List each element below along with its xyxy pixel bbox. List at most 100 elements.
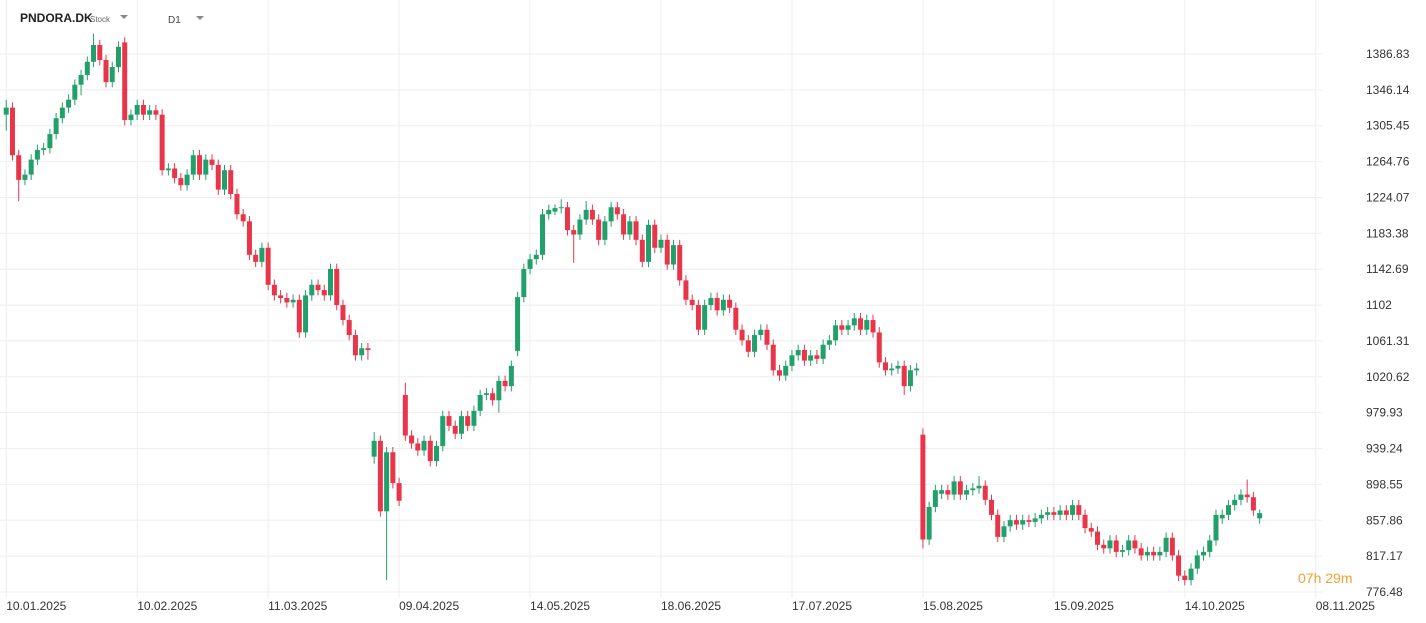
timeframe-dropdown[interactable] <box>196 16 204 20</box>
candle-body <box>502 380 508 387</box>
candle-body <box>352 335 358 356</box>
candle-body <box>41 148 47 150</box>
candle-body <box>702 305 708 330</box>
candle-body <box>477 394 483 411</box>
candle-body <box>602 221 608 240</box>
candle-body <box>652 224 658 248</box>
candle-body <box>839 325 845 330</box>
symbol[interactable]: PNDORA.DK <box>20 11 93 25</box>
candle-body <box>228 170 234 195</box>
candle-body <box>695 305 701 330</box>
candle-body <box>527 259 533 269</box>
candle-body <box>284 298 290 303</box>
candle-body <box>870 320 876 333</box>
x-tick-label: 08.11.2025 <box>1316 599 1375 613</box>
candle-body <box>571 230 577 235</box>
y-tick-label: 979.93 <box>1366 406 1403 420</box>
y-tick-label: 1305.45 <box>1366 119 1410 133</box>
candle-body <box>808 355 814 361</box>
candle-body <box>359 348 365 356</box>
candle-body <box>203 159 209 175</box>
candle-body <box>165 168 171 171</box>
candle-body <box>97 45 103 61</box>
candle-body <box>1219 514 1225 519</box>
y-tick-label: 939.24 <box>1366 442 1403 456</box>
candle-body <box>621 214 627 235</box>
candle-body <box>259 247 265 262</box>
y-tick-label: 817.17 <box>1366 549 1403 563</box>
candle-body <box>989 499 994 515</box>
candle-body <box>1144 551 1150 556</box>
x-tick-label: 14.10.2025 <box>1185 599 1245 613</box>
candle-body <box>783 365 789 376</box>
x-tick-label: 15.09.2025 <box>1054 599 1114 613</box>
candle-body <box>540 214 546 255</box>
candle-body <box>290 299 296 303</box>
candle-body <box>321 290 327 296</box>
candle-body <box>982 485 988 500</box>
candle-body <box>296 299 302 333</box>
candle-body <box>596 219 602 240</box>
candle-body <box>758 329 764 336</box>
candle-body <box>427 440 433 462</box>
candle-body <box>689 299 695 306</box>
candle-body <box>1182 575 1188 581</box>
candle-body <box>377 440 383 512</box>
candle-body <box>939 490 945 494</box>
candle-body <box>271 284 277 296</box>
symbol-dropdown[interactable] <box>120 15 128 19</box>
candle-body <box>515 297 521 351</box>
candle-body <box>1225 505 1231 515</box>
candle-body <box>945 490 951 495</box>
candle-body <box>1238 494 1244 500</box>
candle-body <box>1101 544 1107 549</box>
candle-body <box>1026 520 1032 522</box>
candle-body <box>34 149 40 160</box>
candle-body <box>1157 551 1163 556</box>
candle-body <box>115 46 121 68</box>
candle-body <box>745 340 751 352</box>
candle-body <box>658 239 664 248</box>
candle-body <box>589 209 595 220</box>
candle-body <box>608 207 614 222</box>
candle-body <box>1095 531 1101 545</box>
candle-body <box>496 380 502 401</box>
candle-body <box>964 490 970 495</box>
candle-body <box>970 488 976 491</box>
candle-body <box>1007 520 1013 527</box>
candle-body <box>708 298 714 306</box>
candle-body <box>265 247 271 285</box>
candle-body <box>752 335 758 352</box>
candle-body <box>309 284 315 296</box>
candle-body <box>901 365 907 387</box>
candle-body <box>920 434 926 540</box>
candle-body <box>552 208 558 212</box>
timeframe[interactable]: D1 <box>168 15 181 26</box>
candle-body <box>957 481 963 495</box>
candle-body <box>1257 513 1263 519</box>
x-tick-label: 18.06.2025 <box>661 599 721 613</box>
candle-body <box>1169 537 1175 556</box>
y-tick-label: 1386.83 <box>1366 47 1410 61</box>
candle-body <box>639 239 645 262</box>
candle-body <box>720 299 726 311</box>
candle-body <box>1107 540 1113 549</box>
candle-body <box>278 295 284 299</box>
candle-body <box>91 45 97 62</box>
candle-body <box>882 362 888 371</box>
candle-body <box>190 155 196 175</box>
candle-body <box>303 295 309 333</box>
candle-body <box>16 155 22 180</box>
x-tick-label: 14.05.2025 <box>530 599 590 613</box>
candle-body <box>209 159 215 165</box>
candle-body <box>53 118 59 135</box>
candle-body <box>1001 526 1007 537</box>
candle-body <box>66 99 72 108</box>
y-tick-label: 857.86 <box>1366 513 1403 527</box>
candle-body <box>951 481 957 495</box>
candle-body <box>1138 548 1144 556</box>
x-tick-label: 11.03.2025 <box>268 599 327 613</box>
candle-body <box>452 425 458 434</box>
candle-body <box>795 350 801 356</box>
